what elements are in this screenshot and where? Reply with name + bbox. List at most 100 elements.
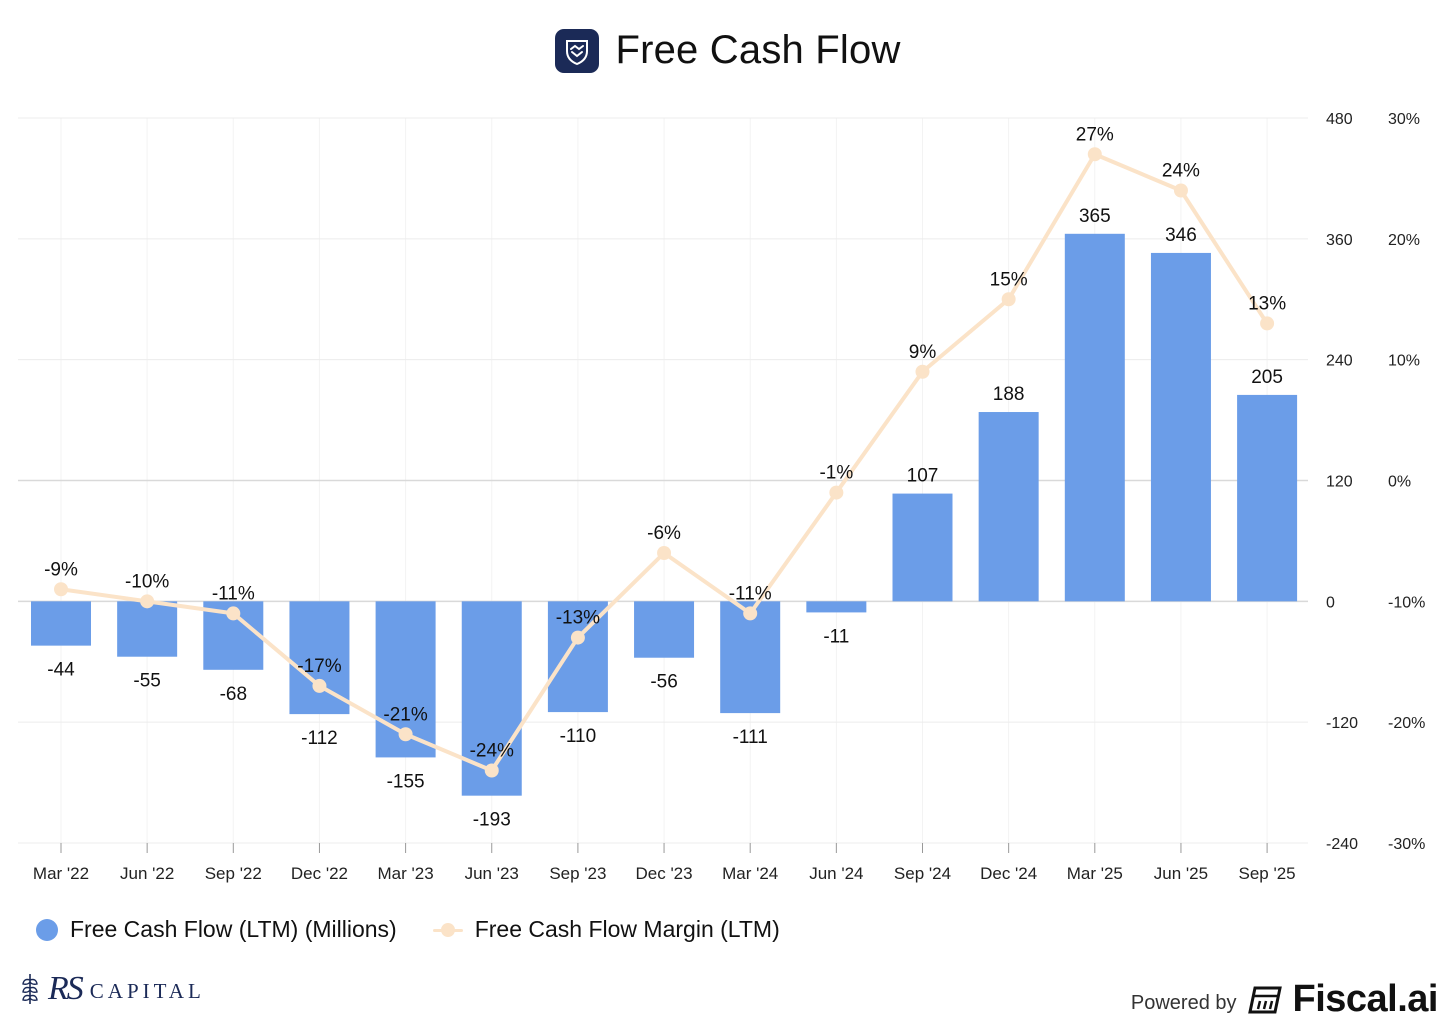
margin-point [1087, 147, 1102, 162]
margin-point [829, 485, 844, 500]
rs-capital-logo: RS CAPITAL [20, 970, 205, 1008]
legend-item-line[interactable]: Free Cash Flow Margin (LTM) [432, 916, 780, 943]
margin-data-label: -21% [383, 704, 427, 725]
powered-by-text: Powered by [1130, 992, 1237, 1014]
margin-data-label: -24% [470, 741, 514, 762]
legend-line-swatch [432, 919, 463, 941]
y-right-tick-label: 0% [1388, 474, 1411, 491]
y-right-tick-label: -10% [1388, 594, 1425, 611]
bar [892, 493, 953, 602]
margin-point [54, 582, 68, 597]
x-tick-label: Sep '23 [549, 864, 606, 883]
margin-point [915, 364, 930, 379]
margin-point [140, 594, 155, 609]
bar [806, 601, 867, 613]
chart-title: Free Cash Flow [615, 28, 901, 72]
y-right-tick-label: -20% [1388, 715, 1425, 732]
y-right-tick-label: 10% [1388, 353, 1420, 370]
bar [1237, 394, 1298, 602]
bar [1150, 252, 1211, 602]
fiscal-ai-brand: Powered by Fiscal.ai [1130, 978, 1439, 1021]
x-tick-label: Jun '23 [465, 864, 519, 883]
margin-data-label: -9% [44, 559, 78, 580]
margin-data-label: -10% [125, 571, 169, 592]
bar-data-label: -68 [220, 684, 247, 705]
margin-point [484, 763, 499, 778]
y-left-tick-label: -120 [1326, 715, 1358, 732]
legend-bar-swatch [36, 918, 58, 941]
margin-point [1001, 292, 1016, 307]
margin-data-label: 13% [1248, 293, 1286, 314]
margin-data-label: -11% [729, 583, 772, 604]
x-tick-label: Sep '22 [205, 864, 262, 883]
bar-data-label: -193 [473, 810, 511, 831]
bar-data-label: -111 [733, 727, 768, 748]
bar-data-label: -55 [133, 671, 160, 692]
handshake-shield-icon [555, 28, 600, 73]
y-right-tick-label: 30% [1388, 111, 1420, 128]
fiscal-ai-wordmark: Fiscal.ai [1292, 978, 1439, 1020]
brand-left-mark: RS [48, 970, 84, 1007]
x-tick-label: Mar '22 [33, 864, 89, 883]
legend-bar-label: Free Cash Flow (LTM) (Millions) [70, 916, 397, 942]
margin-data-label: -13% [556, 608, 600, 629]
brand-left-text: CAPITAL [89, 978, 205, 1003]
x-tick-label: Mar '24 [722, 864, 778, 883]
y-left-tick-label: 360 [1326, 232, 1353, 249]
bar-data-label: 205 [1251, 367, 1283, 388]
margin-point [1173, 183, 1188, 198]
bar-data-label: -112 [301, 728, 338, 749]
margin-point [226, 606, 241, 621]
bar [1064, 233, 1125, 602]
margin-point [1260, 316, 1275, 331]
bar-data-label: 188 [993, 384, 1025, 405]
x-tick-label: Mar '23 [378, 864, 434, 883]
x-tick-label: Mar '25 [1067, 864, 1123, 883]
bar-data-label: -56 [650, 672, 677, 693]
x-tick-label: Jun '22 [120, 864, 174, 883]
y-left-tick-label: 240 [1326, 353, 1353, 370]
bar [978, 412, 1039, 602]
margin-data-label: 9% [909, 342, 937, 363]
bar-data-label: 365 [1079, 206, 1111, 227]
x-tick-label: Dec '23 [635, 864, 692, 883]
margin-data-label: -1% [819, 463, 853, 484]
chart-header: Free Cash Flow [0, 28, 1456, 73]
y-left-tick-label: 480 [1326, 111, 1353, 128]
margin-point [743, 606, 758, 621]
legend-line-label: Free Cash Flow Margin (LTM) [474, 916, 780, 942]
x-tick-label: Jun '25 [1154, 864, 1208, 883]
margin-point [657, 546, 672, 560]
bar-data-label: 107 [907, 466, 939, 487]
legend-item-bar[interactable]: Free Cash Flow (LTM) (Millions) [36, 916, 397, 943]
margin-data-label: 24% [1162, 161, 1200, 182]
margin-data-label: 15% [990, 269, 1028, 290]
margin-point [398, 727, 413, 742]
bar-data-label: -44 [47, 660, 75, 681]
margin-data-label: -17% [297, 656, 341, 677]
x-tick-label: Dec '22 [291, 864, 348, 883]
y-left-tick-label: 0 [1326, 594, 1335, 611]
x-tick-label: Jun '24 [809, 864, 863, 883]
bar-data-label: -155 [387, 771, 425, 792]
margin-point [570, 630, 585, 645]
y-right-tick-label: 20% [1388, 232, 1420, 249]
margin-data-label: 27% [1076, 124, 1114, 145]
x-tick-label: Sep '24 [894, 864, 951, 883]
bar [31, 601, 91, 646]
chart-legend: Free Cash Flow (LTM) (Millions) Free Cas… [36, 916, 780, 943]
x-tick-label: Sep '25 [1239, 864, 1296, 883]
y-left-tick-label: 120 [1326, 474, 1353, 491]
bar [634, 601, 695, 658]
margin-data-label: -11% [212, 583, 255, 604]
margin-point [312, 678, 327, 693]
x-tick-label: Dec '24 [980, 864, 1037, 883]
fiscal-ai-icon [1247, 986, 1282, 1013]
bar-data-label: -110 [560, 726, 597, 747]
bar-data-label: -11 [823, 626, 849, 647]
bar-data-label: 346 [1165, 225, 1197, 246]
y-right-tick-label: -30% [1388, 836, 1425, 853]
margin-data-label: -6% [647, 523, 681, 544]
wheat-icon [22, 974, 38, 1004]
